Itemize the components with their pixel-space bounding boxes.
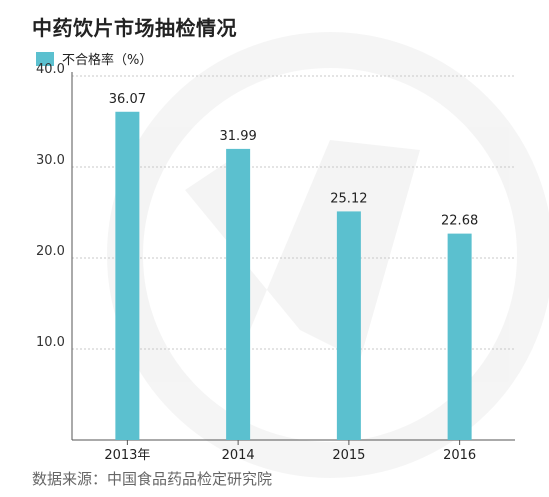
bar	[226, 148, 251, 441]
source-note: 数据来源：中国食品药品检定研究院	[32, 470, 273, 488]
value-label: 36.07	[109, 92, 146, 107]
bars	[115, 111, 472, 441]
chart-title: 中药饮片市场抽检情况	[32, 16, 237, 40]
y-tick-label: 20.0	[36, 244, 65, 259]
y-tick-label: 10.0	[36, 335, 65, 350]
y-tick-label: 30.0	[36, 153, 65, 168]
y-tick-label: 40.0	[36, 62, 65, 77]
x-tick-label: 2016	[443, 448, 476, 463]
x-tick-label: 2015	[332, 448, 365, 463]
legend: 不合格率（%）	[36, 49, 152, 68]
value-label: 22.68	[441, 214, 478, 229]
watermark	[107, 32, 549, 478]
value-label: 25.12	[330, 191, 367, 206]
legend-label: 不合格率（%）	[62, 53, 153, 68]
axes	[71, 72, 515, 445]
bar	[447, 233, 472, 440]
x-tick-label: 2013年	[104, 448, 150, 463]
labels: 40.0 30.0 20.0 10.0 36.07 2013年 31.99 2014 25.12…	[36, 62, 478, 463]
value-label: 31.99	[220, 129, 257, 144]
grid	[72, 75, 515, 350]
legend-swatch	[36, 51, 54, 66]
x-tick-label: 2014	[222, 448, 255, 463]
bar	[336, 211, 361, 440]
bar	[115, 111, 140, 440]
